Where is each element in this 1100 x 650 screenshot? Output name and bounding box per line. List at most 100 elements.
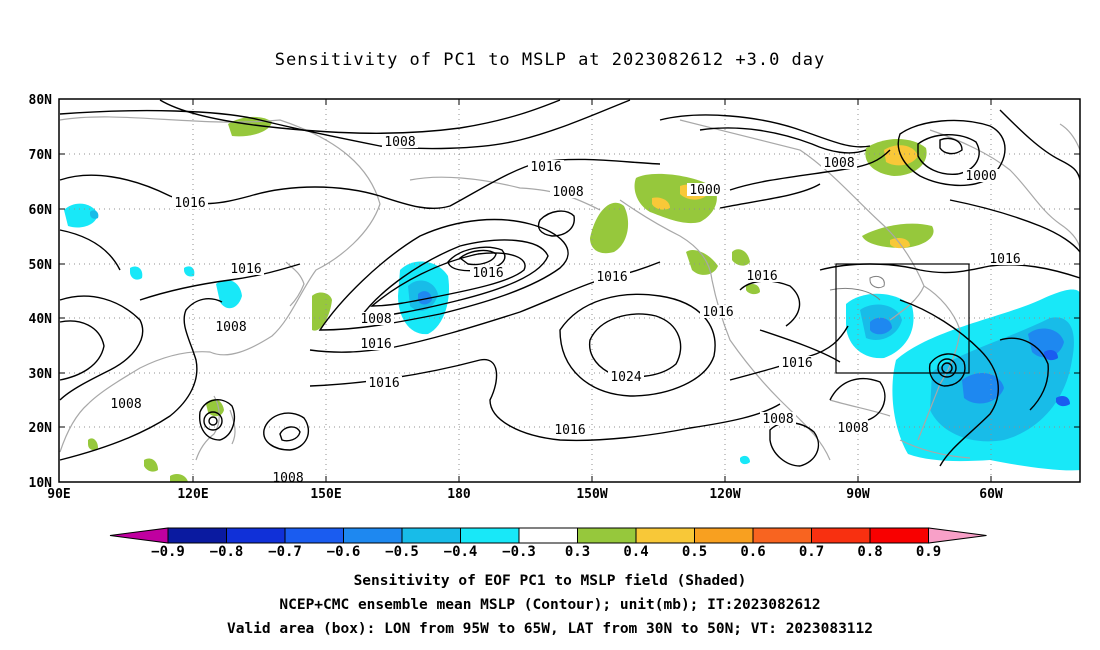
lon-label: 180 [447, 487, 471, 502]
contour-label-bg [821, 156, 857, 169]
contour-label: 1016 [596, 270, 627, 285]
colorbar [109, 527, 987, 544]
lat-label: 50N [29, 258, 53, 273]
colorbar-label: 0.9 [916, 544, 941, 560]
map-title: Sensitivity of PC1 to MSLP at 2023082612… [274, 50, 826, 70]
contour-label-bg [228, 262, 264, 275]
lon-label: 60W [979, 487, 1003, 502]
contour-label-bg [687, 183, 723, 196]
contour-label: 1016 [702, 305, 733, 320]
contour-label-bg [108, 397, 144, 410]
contour-label: 1000 [965, 169, 996, 184]
map-frame [58, 98, 1081, 483]
colorbar-segment [460, 527, 520, 544]
colorbar-label: 0.6 [740, 544, 765, 560]
contour-label-bg [213, 320, 249, 333]
colorbar-segment [401, 527, 461, 544]
colorbar-right-arrow [928, 527, 987, 544]
colorbar-segment [343, 527, 403, 544]
colorbar-labels: −0.9 −0.8 −0.7 −0.6 −0.5 −0.4 −0.3 0.3 0.4 0.5 0.6… [151, 544, 941, 560]
colorbar-label: 0.7 [799, 544, 824, 560]
colorbar-label: −0.7 [268, 544, 302, 560]
colorbar-label: 0.3 [565, 544, 590, 560]
colorbar-label: 0.8 [857, 544, 882, 560]
contour-label-bg [760, 412, 796, 425]
lat-label: 30N [29, 367, 53, 382]
contour-label-bg [270, 471, 306, 484]
lat-label: 40N [29, 312, 53, 327]
lat-label: 60N [29, 203, 53, 218]
tick-marks [58, 98, 1080, 483]
contour-label: 1024 [610, 370, 641, 385]
colorbar-segment [752, 527, 812, 544]
contour-label-bg [552, 423, 588, 436]
lat-label: 70N [29, 148, 53, 163]
contour-label: 1016 [989, 252, 1020, 267]
colorbar-label: −0.6 [327, 544, 361, 560]
lon-label: 150W [576, 487, 607, 502]
contour-label: 1008 [110, 397, 141, 412]
colorbar-segment [167, 527, 227, 544]
colorbar-label: −0.4 [444, 544, 478, 560]
contour-label-bg [594, 270, 630, 283]
colorbar-segment [811, 527, 871, 544]
footer-line-2: NCEP+CMC ensemble mean MSLP (Contour); u… [279, 597, 821, 613]
colorbar-label: 0.4 [623, 544, 648, 560]
colorbar-segment [577, 527, 637, 544]
lat-label: 20N [29, 421, 53, 436]
colorbar-label: −0.9 [151, 544, 185, 560]
contour-label: 1008 [215, 320, 246, 335]
contour-label: 1008 [823, 156, 854, 171]
colorbar-label: −0.5 [385, 544, 419, 560]
secondary-contours [829, 275, 885, 301]
contour-label-bg [987, 252, 1023, 265]
contour-label-bg [470, 266, 506, 279]
mslp-contours [59, 99, 1080, 467]
contour-label-bg [382, 135, 418, 148]
contour-label-bg [528, 160, 564, 173]
contour-label: 1016 [230, 262, 261, 277]
lon-label: 120E [177, 487, 208, 502]
footer-line-1: Sensitivity of EOF PC1 to MSLP field (Sh… [353, 573, 747, 589]
contour-label: 1016 [174, 196, 205, 211]
contour-label: 1008 [384, 135, 415, 150]
colorbar-segment [694, 527, 754, 544]
contour-label-bg [700, 305, 736, 318]
contour-label: 1016 [781, 356, 812, 371]
contour-label-bg [608, 370, 644, 383]
contour-label-bg [779, 356, 815, 369]
colorbar-segment [284, 527, 344, 544]
lat-label: 80N [29, 93, 53, 108]
contour-label: 1016 [472, 266, 503, 281]
lat-label: 10N [29, 476, 53, 491]
contour-label: 1008 [762, 412, 793, 427]
contour-label: 1008 [272, 471, 303, 486]
lon-label: 150E [310, 487, 341, 502]
colorbar-left-arrow [109, 527, 169, 544]
colorbar-segment [518, 527, 578, 544]
footer-line-3: Valid area (box): LON from 95W to 65W, L… [226, 621, 873, 637]
contour-label-bg [744, 269, 780, 282]
colorbar-label: −0.8 [210, 544, 244, 560]
colorbar-segment [869, 527, 929, 544]
contour-label: 1016 [360, 337, 391, 352]
contour-label-bg [358, 312, 394, 325]
contour-label: 1016 [554, 423, 585, 438]
contour-label: 1008 [360, 312, 391, 327]
contour-label-group: 1008 1016 1016 1008 1016 1008 1000 1016 1008 1016… [108, 135, 1023, 486]
lon-label: 90W [846, 487, 870, 502]
contour-label: 1000 [689, 183, 720, 198]
contour-label-bg [366, 376, 402, 389]
colorbar-segment [635, 527, 695, 544]
lon-label: 120W [709, 487, 740, 502]
contour-label-bg [358, 337, 394, 350]
colorbar-segment [226, 527, 286, 544]
colorbar-label: 0.5 [682, 544, 707, 560]
contour-label: 1008 [837, 421, 868, 436]
contour-label-bg [172, 196, 208, 209]
contour-label-bg [550, 185, 586, 198]
contour-label: 1016 [368, 376, 399, 391]
contour-label: 1016 [746, 269, 777, 284]
contour-label-bg [835, 421, 871, 434]
